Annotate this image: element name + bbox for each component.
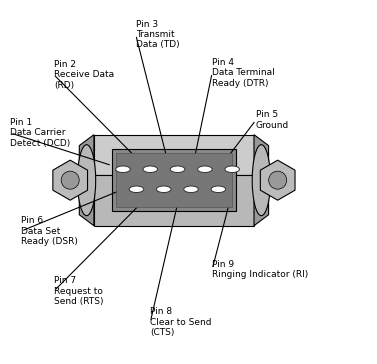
Ellipse shape [225, 166, 239, 173]
Ellipse shape [116, 166, 130, 173]
Text: Pin 4
Data Terminal
Ready (DTR): Pin 4 Data Terminal Ready (DTR) [212, 58, 275, 88]
Text: Pin 1
Data Carrier
Detect (DCD): Pin 1 Data Carrier Detect (DCD) [10, 118, 70, 148]
Ellipse shape [211, 186, 225, 193]
Text: Pin 7
Request to
Send (RTS): Pin 7 Request to Send (RTS) [54, 276, 103, 306]
Polygon shape [116, 153, 232, 207]
Polygon shape [94, 135, 254, 175]
Ellipse shape [78, 145, 96, 215]
Ellipse shape [184, 186, 198, 193]
Ellipse shape [252, 145, 270, 215]
Text: Pin 5
Ground: Pin 5 Ground [256, 110, 289, 130]
Text: Pin 8
Clear to Send
(CTS): Pin 8 Clear to Send (CTS) [150, 307, 212, 337]
Ellipse shape [198, 166, 212, 173]
Polygon shape [261, 160, 295, 200]
Circle shape [269, 171, 287, 189]
Text: Pin 2
Receive Data
(RD): Pin 2 Receive Data (RD) [54, 60, 114, 90]
Ellipse shape [143, 166, 158, 173]
Circle shape [61, 171, 79, 189]
Text: Pin 6
Data Set
Ready (DSR): Pin 6 Data Set Ready (DSR) [21, 216, 78, 246]
Text: Pin 3
Transmit
Data (TD): Pin 3 Transmit Data (TD) [136, 20, 179, 50]
Polygon shape [94, 175, 254, 226]
Polygon shape [112, 149, 236, 211]
Polygon shape [254, 135, 268, 226]
Ellipse shape [129, 186, 144, 193]
Ellipse shape [156, 186, 171, 193]
Text: Pin 9
Ringing Indicator (RI): Pin 9 Ringing Indicator (RI) [212, 260, 308, 279]
Polygon shape [79, 135, 94, 226]
Polygon shape [53, 160, 87, 200]
Ellipse shape [170, 166, 185, 173]
